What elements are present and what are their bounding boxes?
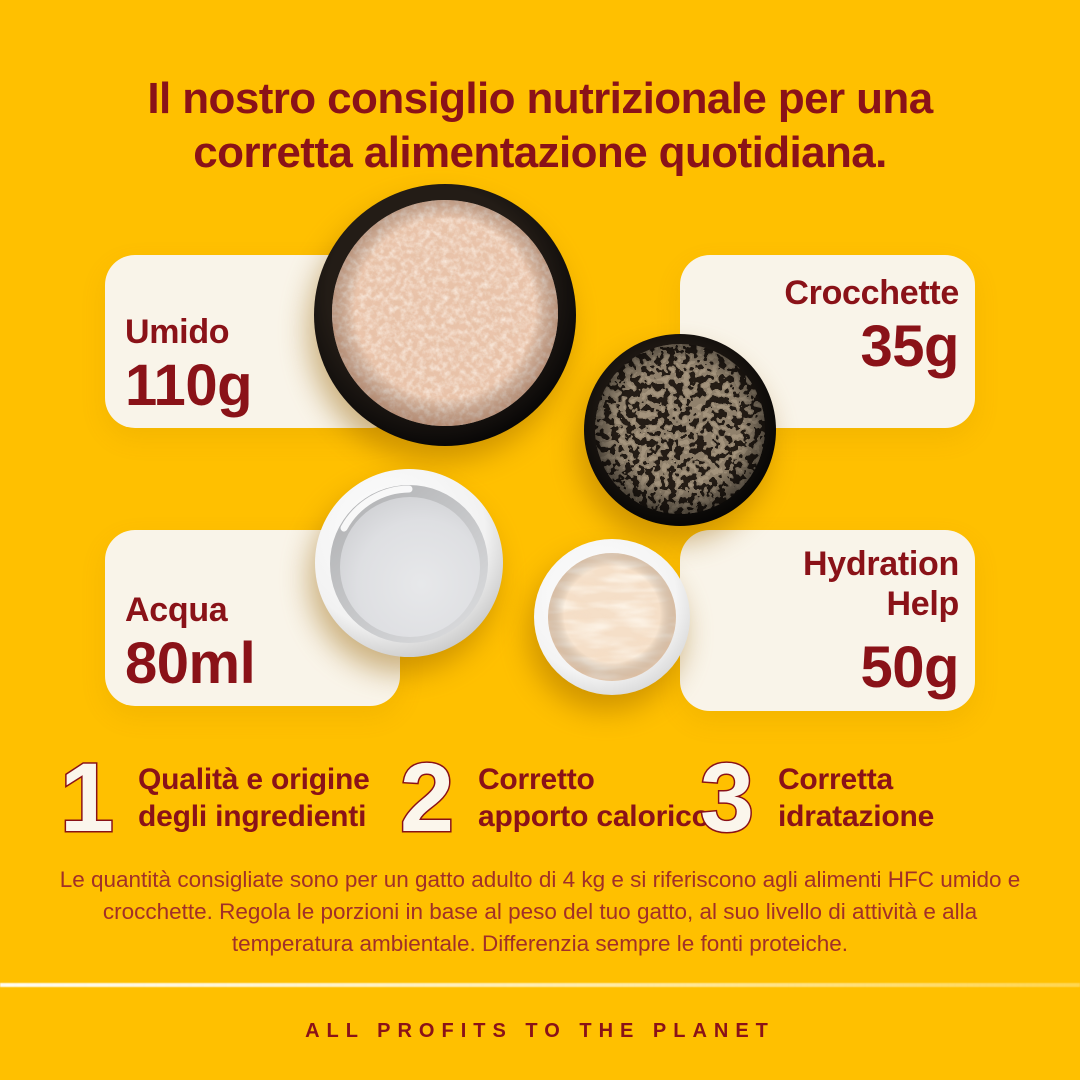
point-3-label-line-2: idratazione [777, 800, 935, 834]
point-3-number: 3 [699, 743, 756, 852]
crocchette-amount: 35g [860, 314, 960, 380]
page-title-line-2: corretta alimentazione quotidiana. [193, 127, 887, 177]
point-3-label: Corretta idratazione [778, 761, 934, 836]
page-title-line-1: Il nostro consiglio nutrizionale per una [147, 74, 933, 123]
point-2-label-line-2: apporto calorico [477, 800, 710, 834]
disclaimer-text: Le quantità consigliate sono per un gatt… [59, 867, 1021, 957]
card-hydration-text: Hydration Help 50g [754, 544, 959, 699]
nutrition-point-2: 2 Corretto apporto calorico [399, 743, 710, 852]
point-3-label-line-1: Corretta [777, 762, 894, 796]
hydration-amount: 50g [860, 635, 960, 701]
nutrition-point-3: 3 Corretta idratazione [699, 743, 935, 852]
point-2-label: Corretto apporto calorico [478, 761, 710, 836]
footer-tagline: ALL PROFITS TO THE PLANET [305, 1020, 775, 1042]
card-hydration: Hydration Help 50g [680, 530, 975, 711]
hydration-help-bowl-photo [533, 538, 691, 696]
card-crocchette-text: Crocchette 35g [784, 273, 959, 377]
umido-label: Umido [125, 312, 230, 351]
acqua-amount: 80ml [125, 630, 256, 696]
hydration-label: Hydration Help [803, 545, 959, 624]
card-umido-text: Umido 110g [125, 312, 253, 418]
point-2-number: 2 [399, 743, 456, 852]
acqua-label: Acqua [125, 590, 228, 629]
footer-divider [0, 983, 1080, 987]
page-title: Il nostro consiglio nutrizionale per una… [30, 72, 1050, 179]
water-bowl-photo [314, 468, 504, 658]
point-1-label-line-1: Qualità e origine [137, 762, 370, 796]
nutrition-point-1: 1 Qualità e origine degli ingredienti [59, 743, 370, 852]
point-1-number: 1 [59, 743, 116, 852]
card-acqua-text: Acqua 80ml [125, 590, 256, 696]
kibble-bowl-photo [583, 333, 777, 527]
point-1-label: Qualità e origine degli ingredienti [138, 761, 370, 836]
point-1-label-line-2: degli ingredienti [137, 800, 367, 834]
umido-amount: 110g [125, 352, 253, 418]
point-2-label-line-1: Corretto [477, 762, 595, 796]
wet-food-bowl-photo [313, 183, 577, 447]
crocchette-label: Crocchette [784, 274, 959, 312]
